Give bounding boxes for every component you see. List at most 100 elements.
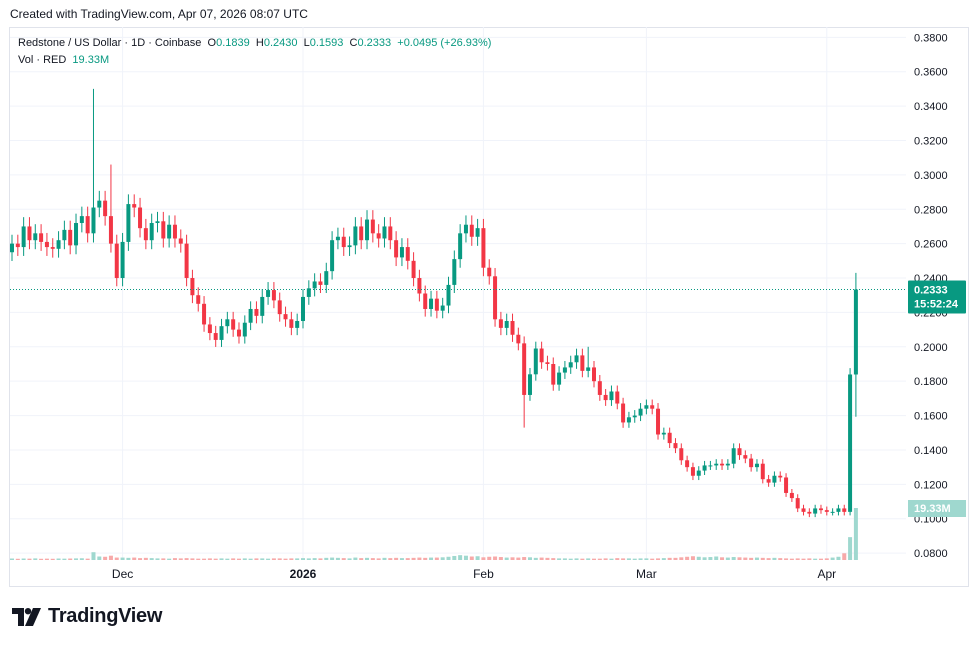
candle-body bbox=[359, 226, 364, 241]
candle-body bbox=[853, 289, 858, 375]
volume-bar bbox=[603, 558, 608, 560]
candle-body bbox=[661, 432, 666, 435]
volume-bar bbox=[813, 558, 818, 560]
candle-body bbox=[33, 233, 38, 241]
candle-body bbox=[254, 308, 259, 316]
volume-bar bbox=[394, 557, 399, 560]
candle-body bbox=[696, 470, 701, 476]
candle-body bbox=[429, 298, 434, 309]
volume-bar bbox=[126, 557, 131, 560]
volume-bar bbox=[714, 556, 719, 560]
volume-bar bbox=[533, 557, 538, 560]
volume-bar bbox=[626, 558, 631, 560]
candle-body bbox=[487, 267, 492, 277]
volume-bar bbox=[219, 558, 224, 560]
candle-body bbox=[626, 417, 631, 423]
volume-bar bbox=[615, 558, 620, 560]
volume-bar bbox=[475, 556, 480, 560]
price-tick-label: 0.2800 bbox=[914, 204, 948, 216]
volume-bar bbox=[818, 558, 823, 560]
open-value: 0.1839 bbox=[216, 37, 250, 49]
chart-panel[interactable] bbox=[9, 27, 969, 587]
candle-body bbox=[801, 508, 806, 512]
volume-bar bbox=[370, 558, 375, 560]
candle-body bbox=[784, 477, 789, 493]
volume-bar bbox=[493, 556, 498, 560]
candle-body bbox=[370, 219, 375, 234]
last-price-label: 0.2333 bbox=[914, 285, 948, 297]
price-tick-label: 0.1200 bbox=[914, 479, 948, 491]
candle-body bbox=[522, 343, 527, 395]
candle-body bbox=[56, 240, 61, 249]
candle-body bbox=[446, 284, 451, 306]
candle-body bbox=[172, 224, 177, 239]
candle-body bbox=[551, 363, 556, 385]
candle-body bbox=[341, 236, 346, 248]
candle-body bbox=[760, 463, 765, 480]
price-tick-label: 0.2600 bbox=[914, 239, 948, 251]
volume-bar bbox=[778, 558, 783, 560]
candle-body bbox=[143, 228, 148, 241]
candle-body bbox=[533, 348, 538, 375]
candle-body bbox=[568, 362, 573, 368]
volume-bar bbox=[539, 557, 544, 560]
change-value: +0.0495 (+26.93%) bbox=[397, 37, 492, 49]
volume-bar bbox=[702, 557, 707, 560]
candle-body bbox=[301, 296, 305, 322]
volume-bar bbox=[481, 557, 486, 560]
candle-body bbox=[289, 319, 294, 328]
candle-body bbox=[202, 303, 207, 325]
volume-bar bbox=[301, 558, 305, 560]
time-tick-label: Dec bbox=[112, 567, 133, 581]
volume-bar bbox=[452, 555, 457, 560]
candle-body bbox=[306, 288, 311, 297]
volume-bar bbox=[405, 558, 410, 560]
candle-body bbox=[656, 408, 661, 435]
volume-bar bbox=[184, 558, 189, 560]
candle-body bbox=[720, 463, 725, 466]
tradingview-wordmark: TradingView bbox=[48, 605, 163, 627]
symbol-title[interactable]: Redstone / US Dollar · 1D · Coinbase bbox=[18, 37, 202, 49]
volume-bar bbox=[795, 558, 800, 560]
volume-bar bbox=[132, 557, 137, 560]
candle-body bbox=[161, 221, 166, 239]
volume-bar bbox=[225, 558, 230, 560]
candle-body bbox=[644, 405, 649, 409]
candle-body bbox=[632, 415, 637, 418]
volume-bar bbox=[318, 558, 323, 560]
candle-body bbox=[417, 278, 422, 294]
volume-bar bbox=[143, 557, 148, 560]
candle-body bbox=[347, 245, 352, 248]
volume-bar bbox=[341, 558, 346, 560]
volume-bar bbox=[836, 556, 841, 560]
candle-body bbox=[580, 355, 585, 371]
volume-bar bbox=[650, 558, 655, 560]
candle-body bbox=[149, 223, 154, 241]
volume-bar bbox=[50, 558, 55, 560]
volume-bar bbox=[74, 558, 79, 560]
candle-body bbox=[62, 229, 67, 241]
price-tick-label: 0.3000 bbox=[914, 170, 948, 182]
volume-bar bbox=[347, 558, 352, 560]
volume-bar bbox=[557, 558, 562, 560]
candle-body bbox=[27, 226, 32, 241]
candle-body bbox=[725, 463, 730, 466]
candle-body bbox=[103, 200, 108, 217]
volume-bar bbox=[254, 558, 259, 560]
volume-bar bbox=[68, 558, 73, 560]
volume-bar bbox=[685, 556, 690, 560]
candle-body bbox=[365, 219, 370, 241]
tradingview-logo[interactable]: TradingView bbox=[12, 605, 162, 628]
volume-label[interactable]: Vol · RED bbox=[18, 54, 67, 66]
candle-body bbox=[324, 271, 329, 285]
volume-bar bbox=[56, 558, 61, 560]
candle-body bbox=[440, 305, 445, 311]
candle-body bbox=[388, 226, 393, 241]
volume-bar bbox=[708, 557, 713, 560]
candle-body bbox=[242, 322, 247, 337]
candle-body bbox=[754, 463, 759, 468]
volume-bar bbox=[330, 557, 335, 560]
volume-bar bbox=[335, 557, 340, 560]
volume-bar bbox=[522, 557, 527, 560]
